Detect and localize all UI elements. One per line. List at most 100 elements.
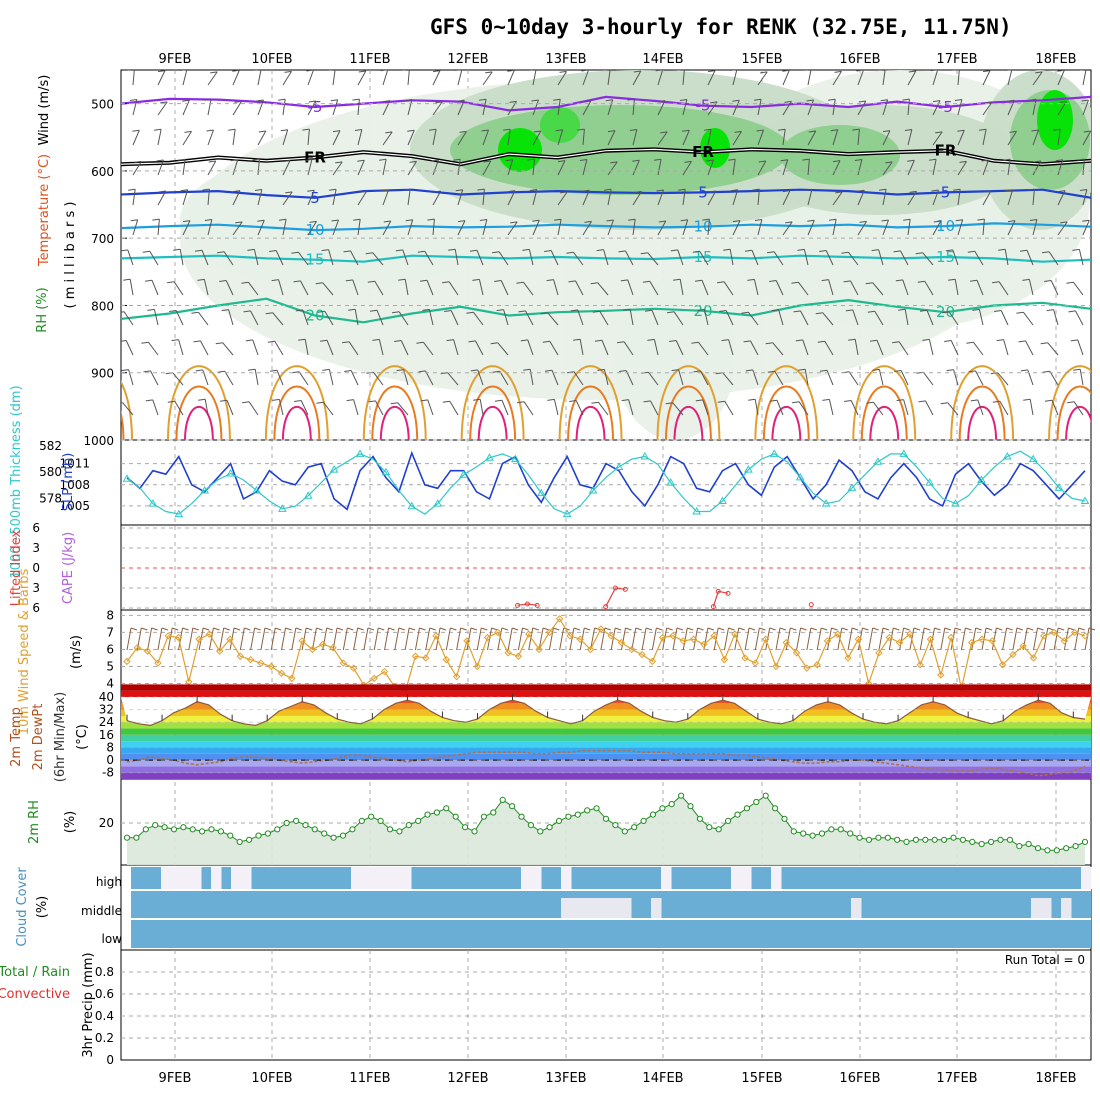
wind-barb-flag [184, 130, 192, 133]
wind-barb [507, 129, 511, 146]
surface-wind-barb [590, 627, 596, 651]
panel-frame [120, 949, 1092, 1061]
wind-barb [247, 281, 259, 296]
surface-wind-barb-flag [851, 627, 859, 631]
wind-barb [1032, 160, 1042, 176]
wind-barb-flag [1060, 221, 1068, 224]
wind-barb-flag [477, 188, 485, 191]
wind-barb [832, 129, 839, 146]
wind-barb-flag [309, 220, 317, 223]
cloud-middle-gap [591, 898, 602, 918]
surface-wind-barb-flag [1027, 627, 1034, 631]
surface-wind-barb [775, 627, 781, 651]
wind-barb-flag [182, 220, 191, 223]
wind-barb [832, 160, 841, 176]
wind-barb [357, 70, 367, 86]
date-label-top: 16FEB [839, 52, 880, 67]
wind-barb-flag [130, 219, 138, 222]
wind-barb [807, 189, 813, 206]
wind-barb [407, 70, 410, 86]
wind-barb-flag [856, 70, 864, 72]
wind-barb [807, 99, 814, 116]
rh-point [1044, 847, 1051, 854]
wind-barb [800, 310, 809, 326]
wind-barb [653, 339, 659, 356]
wind-barb-flag [418, 370, 426, 373]
wind-speed-point [483, 633, 492, 642]
wind-barb-flag [284, 70, 292, 73]
rh-point [170, 826, 178, 833]
wind-speed-point [731, 630, 739, 638]
wind-barb [232, 129, 236, 146]
rh-point [415, 817, 422, 825]
wind-speed-point [555, 615, 564, 623]
wind-barb-flag [469, 249, 478, 252]
wind-barb [802, 339, 809, 356]
wind-barb-flag [617, 341, 625, 344]
wind-barb-flag [359, 190, 367, 193]
wind-barb-flag [607, 130, 616, 133]
thickness-point [744, 465, 753, 473]
wind-barb [998, 281, 1009, 296]
wind-barb-flag [182, 99, 190, 102]
surface-wind-barb [157, 627, 163, 651]
wind-barb [175, 310, 184, 326]
wind-barb-flag [522, 248, 530, 251]
wind-barb [457, 220, 466, 236]
wind-barb [603, 249, 609, 266]
temp-band [121, 709, 1091, 716]
wind-barb-flag [352, 98, 360, 101]
wind-barb-flag [219, 399, 228, 402]
wind-barb [807, 130, 817, 146]
wind-barb [225, 280, 234, 296]
wind-barb [372, 252, 384, 266]
cloud-axis-label: Cloud Cover [15, 867, 30, 947]
surface-wind-barb-flag [728, 627, 735, 631]
dewpoint-line [126, 749, 1086, 777]
surface-wind-barb [991, 627, 997, 651]
wind-barb-flag [517, 401, 525, 404]
surface-wind-barb [1002, 627, 1008, 651]
cloud-high-gap [561, 867, 572, 889]
contour-label-FR: FR [304, 148, 326, 166]
wind-barb-flag [804, 189, 812, 191]
wind-barb-flag [210, 71, 218, 74]
wind-barb-flag [760, 71, 768, 74]
wind-barb [157, 159, 164, 176]
wind-barb-flag [584, 220, 592, 223]
wind-barb [448, 281, 459, 296]
wind-speed-point [1070, 628, 1079, 637]
wind-barb-flag [798, 368, 806, 371]
wind-barb [151, 280, 159, 296]
lifted-index-point [613, 585, 618, 591]
wind-barb-flag [344, 370, 352, 372]
wind-barb-flag [316, 401, 324, 404]
surface-wind-barb [260, 627, 266, 651]
wind-barb-flag [383, 220, 391, 223]
wind-barb [132, 219, 139, 236]
thickness-point [977, 475, 986, 484]
wind-barb-flag [271, 279, 279, 282]
wind-barb-flag [933, 220, 941, 223]
wind-barb-flag [173, 248, 181, 251]
wind-barb [557, 71, 567, 86]
wind-barb [232, 159, 239, 176]
wind-barb-flag [858, 100, 866, 103]
wind-barb-flag [1020, 369, 1028, 372]
surface-wind-barb-flag [264, 627, 272, 631]
wind-barb-flag [431, 159, 439, 162]
surface-wind-barb [971, 627, 977, 651]
dewpt-axis-label: 2m DewPt [31, 704, 46, 771]
precip-tick-label: 0.8 [95, 965, 114, 979]
rh-point [621, 828, 628, 835]
surface-wind-barb-flag [635, 627, 642, 631]
date-label-top: 13FEB [545, 52, 586, 67]
wind-barb [1077, 339, 1084, 356]
wind-barb [253, 249, 259, 266]
wind-barb [776, 400, 784, 416]
rh-point [227, 832, 234, 839]
wind-barb [324, 311, 334, 326]
wind-barb [207, 189, 210, 206]
wind-barb [649, 281, 659, 296]
wind-barb [432, 129, 437, 146]
